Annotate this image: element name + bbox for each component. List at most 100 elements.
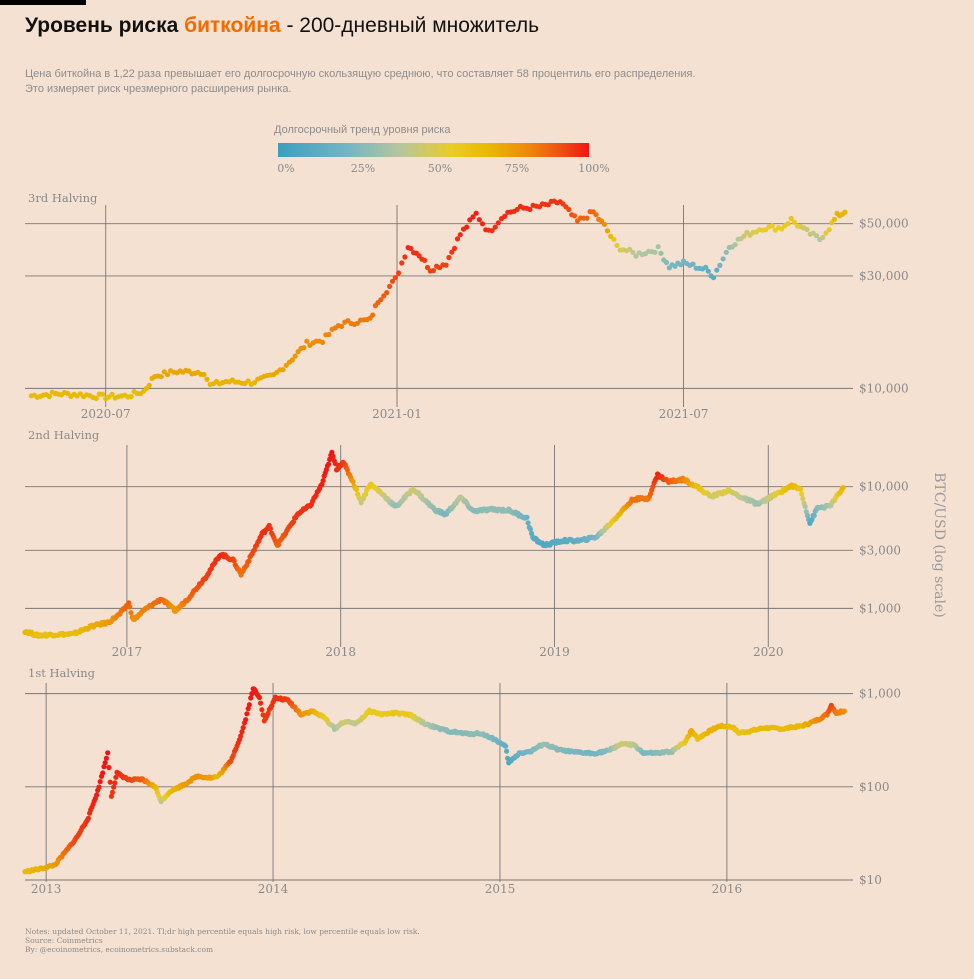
x-tick-label: 2021-07 (659, 407, 709, 421)
price-point (831, 216, 838, 222)
price-point (452, 245, 458, 251)
price-point (492, 224, 498, 230)
price-point (476, 217, 482, 223)
price-point (111, 784, 117, 790)
price-point (245, 378, 251, 384)
price-point (633, 253, 639, 259)
price-point (703, 264, 709, 270)
price-point (387, 283, 393, 289)
panel-label-2: 1st Halving (28, 666, 96, 680)
price-point (495, 220, 501, 226)
price-point (658, 250, 664, 256)
y-tick-label: $3,000 (859, 543, 901, 557)
price-point (101, 764, 107, 770)
price-point (100, 391, 106, 397)
price-point (96, 784, 102, 790)
price-point (809, 516, 815, 523)
price-point (479, 221, 486, 227)
price-point (249, 691, 255, 697)
price-point (424, 264, 431, 271)
price-point (449, 249, 455, 255)
price-point (446, 254, 452, 261)
price-point (396, 270, 402, 276)
price-point (204, 376, 210, 382)
price-point (803, 509, 809, 515)
price-point (714, 267, 720, 273)
price-point (350, 479, 356, 485)
price-point (408, 245, 414, 252)
price-point (504, 748, 510, 754)
price-point (711, 275, 717, 281)
x-tick-label: 2014 (258, 882, 289, 896)
panel-label-1: 2nd Halving (28, 428, 100, 442)
price-point (800, 496, 806, 502)
price-point (164, 372, 171, 378)
price-point (840, 485, 846, 491)
price-point (545, 202, 551, 208)
price-point (100, 770, 106, 776)
price-point (826, 227, 832, 233)
price-point (604, 228, 611, 234)
price-point (769, 223, 775, 229)
price-point (240, 725, 246, 731)
price-point (330, 453, 336, 459)
price-point (158, 374, 164, 380)
legend-tick-100: 100% (578, 162, 610, 175)
price-point (259, 707, 265, 713)
price-point (527, 526, 534, 532)
price-point (109, 789, 116, 795)
price-point (611, 236, 617, 242)
y-tick-label: $1,000 (859, 601, 901, 615)
x-tick-label: 2017 (112, 645, 143, 659)
price-point (332, 461, 338, 467)
price-point (320, 339, 326, 345)
risk-color-scale (278, 143, 589, 157)
price-point (489, 228, 495, 234)
y-tick-label: $100 (859, 780, 890, 794)
price-point (384, 290, 390, 296)
price-point (791, 219, 797, 225)
price-point (788, 215, 794, 222)
top-accent-bar (0, 0, 86, 5)
price-point (422, 257, 428, 263)
price-point (238, 733, 244, 739)
price-point (572, 213, 578, 219)
price-point (109, 391, 115, 397)
price-point (720, 256, 726, 262)
price-point (811, 513, 817, 519)
price-point (402, 254, 408, 260)
price-point (593, 212, 599, 218)
price-point (243, 717, 249, 723)
price-point (239, 729, 245, 735)
price-point (230, 752, 236, 759)
legend-tick-75: 75% (504, 162, 530, 175)
price-point (370, 312, 376, 318)
price-point (527, 206, 533, 213)
price-point (231, 558, 237, 564)
title-part-multiplier: - 200-дневный множитель (280, 14, 540, 37)
price-point (454, 236, 461, 242)
y-tick-label: $1,000 (859, 687, 901, 701)
price-point (283, 362, 289, 368)
y-tick-label: $30,000 (859, 269, 909, 283)
price-point (690, 261, 696, 267)
price-point (457, 232, 463, 238)
price-point (797, 486, 804, 492)
subtitle: Цена биткойна в 1,22 раза превышает его … (25, 67, 696, 97)
page-title: Уровень риска биткойна - 200-дневный мно… (25, 14, 539, 38)
price-point (392, 275, 398, 281)
price-point (113, 774, 119, 780)
price-point (799, 491, 805, 497)
price-point (127, 604, 133, 610)
price-point (464, 224, 470, 230)
price-point (290, 519, 297, 525)
price-point (267, 525, 273, 532)
price-point (107, 779, 113, 785)
price-point (106, 764, 112, 771)
price-point (841, 708, 848, 714)
y-tick-label: $10 (859, 873, 882, 887)
price-point (320, 478, 326, 484)
x-tick-label: 2019 (539, 645, 570, 659)
price-point (601, 221, 608, 227)
